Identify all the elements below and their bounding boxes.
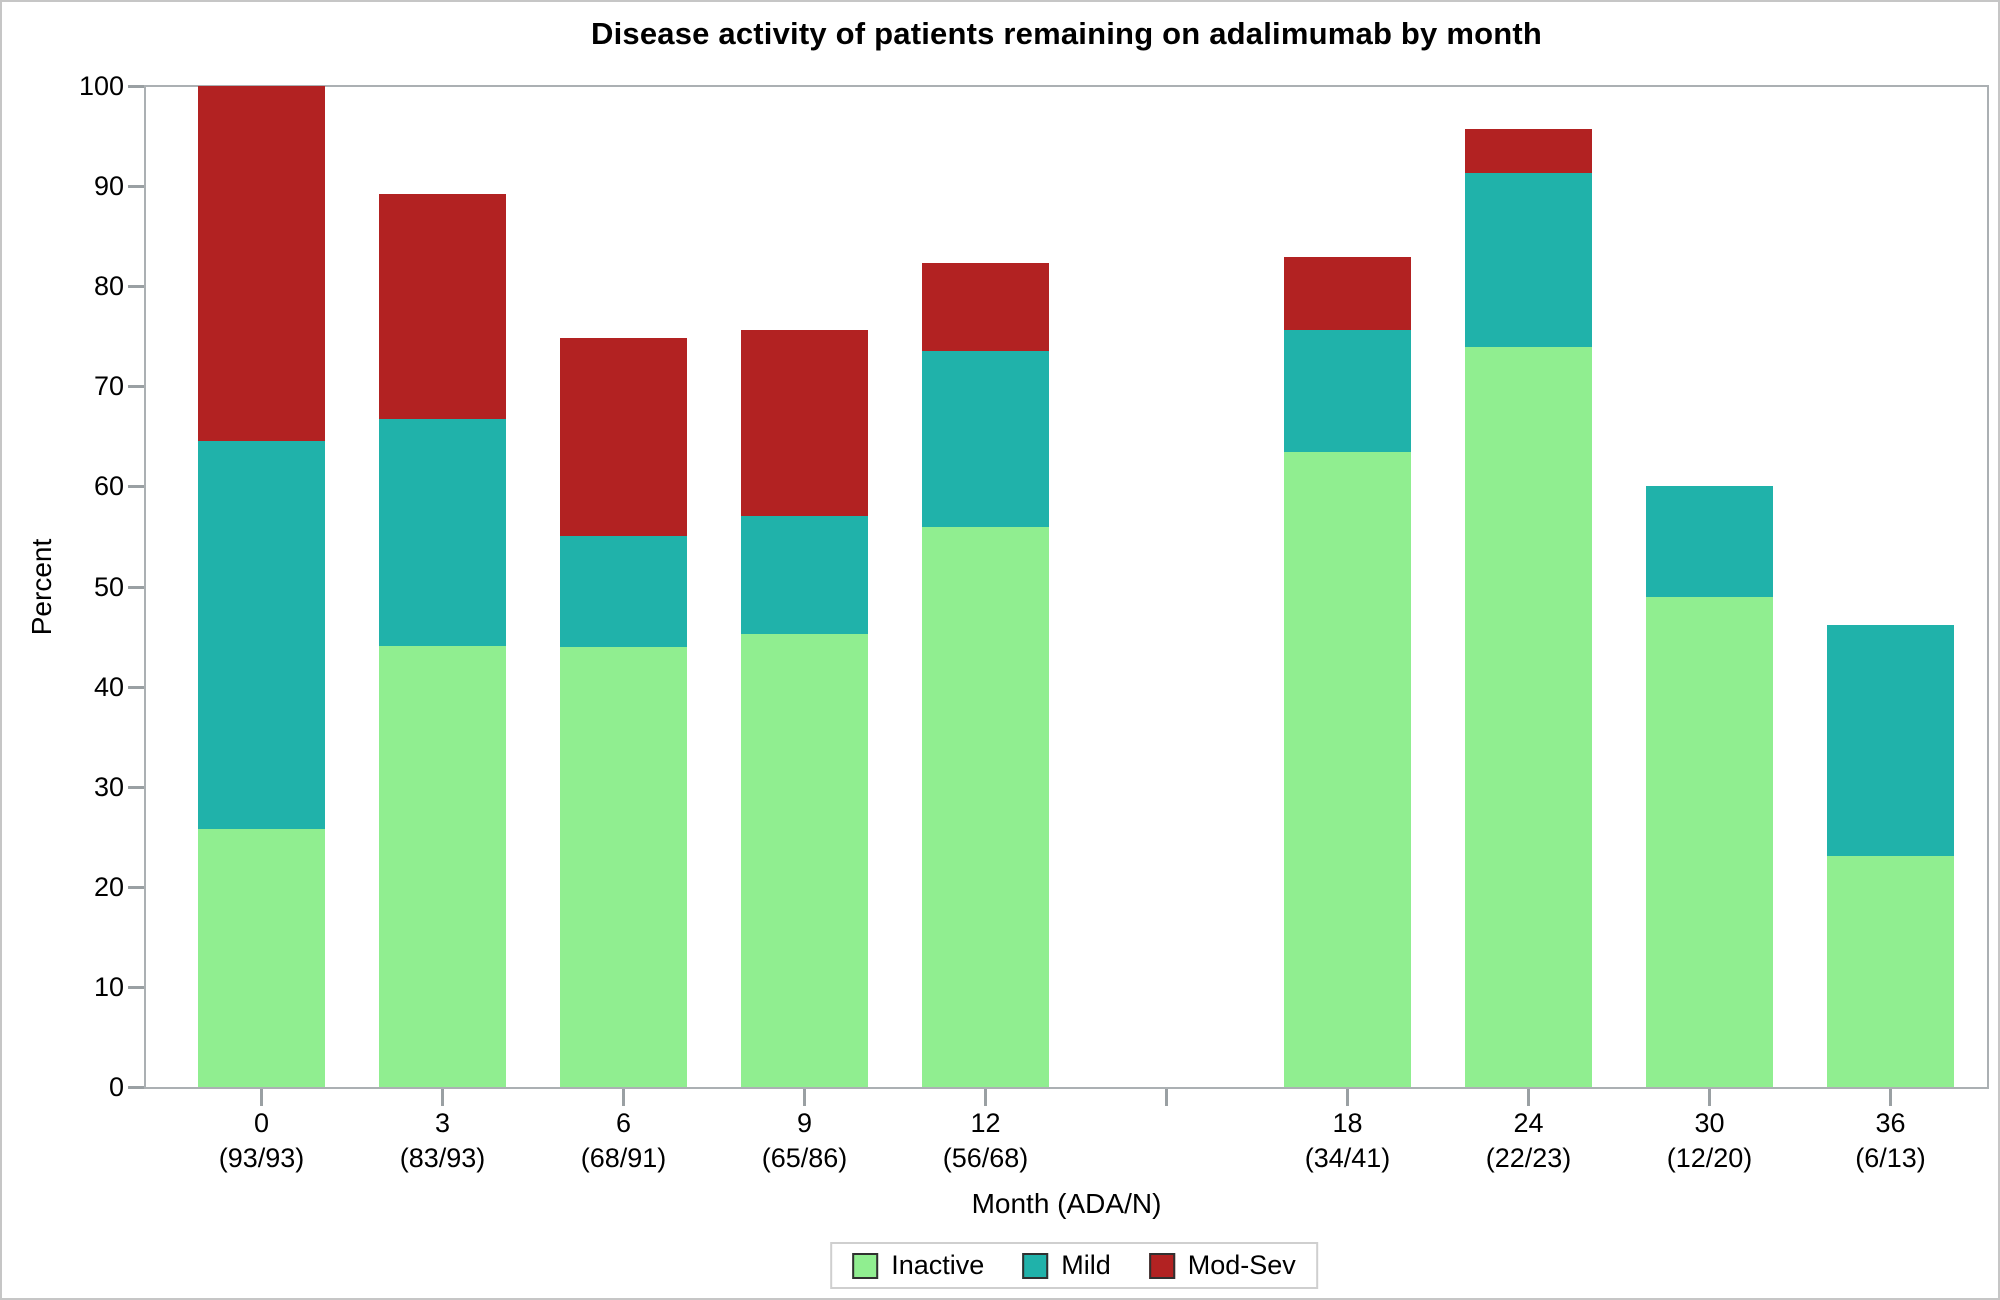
x-tick <box>803 1089 806 1106</box>
bar-segment-inactive <box>922 527 1049 1087</box>
bar-segment-mild <box>922 351 1049 528</box>
y-tick <box>128 185 144 189</box>
y-tick-label: 70 <box>93 371 124 402</box>
x-category-sublabel: (34/41) <box>1304 1143 1391 1173</box>
x-category-label: 36 <box>1875 1108 1906 1138</box>
y-tick-label: 10 <box>93 971 124 1002</box>
bar-segment-inactive <box>741 633 868 1087</box>
x-category-sublabel: (56/68) <box>942 1143 1029 1173</box>
x-category-sublabel: (93/93) <box>218 1143 305 1173</box>
bar-segment-inactive <box>379 645 506 1087</box>
x-category-label: 24 <box>1513 1108 1544 1138</box>
legend-label: Mod-Sev <box>1187 1250 1296 1280</box>
legend-item: Mild <box>1022 1250 1111 1281</box>
bar-segment-mild <box>1284 330 1411 453</box>
bar-segment-mod-sev <box>1465 129 1592 174</box>
x-tick-label: 6 (68/91) <box>534 1106 714 1176</box>
x-tick <box>441 1089 444 1106</box>
x-category-sublabel: (65/86) <box>761 1143 848 1173</box>
legend-item: Inactive <box>852 1250 984 1281</box>
bar-segment-mild <box>741 516 868 634</box>
y-tick-label: 90 <box>93 171 124 202</box>
bar-segment-mod-sev <box>560 338 687 537</box>
x-tick-label: 9 (65/86) <box>715 1106 895 1176</box>
bar-segment-mild <box>560 536 687 647</box>
x-category-label: 0 <box>253 1108 270 1138</box>
bar-segment-inactive <box>1284 452 1411 1087</box>
x-category-label: 12 <box>970 1108 1001 1138</box>
y-tick <box>128 1086 144 1089</box>
x-category-sublabel: (12/20) <box>1666 1143 1753 1173</box>
bar-segment-inactive <box>1646 596 1773 1087</box>
x-category-sublabel: (68/91) <box>580 1143 667 1173</box>
legend-swatch-inactive <box>852 1252 879 1279</box>
x-tick <box>984 1089 987 1106</box>
x-tick-label: 36 (6/13) <box>1801 1106 1981 1176</box>
x-tick <box>260 1089 263 1106</box>
y-tick-label: 40 <box>93 671 124 702</box>
y-tick <box>128 85 144 88</box>
x-tick <box>1708 1089 1711 1106</box>
bar-segment-mod-sev <box>379 194 506 420</box>
y-tick <box>128 685 144 689</box>
bar-segment-mild <box>1646 486 1773 597</box>
x-tick-label: 3 (83/93) <box>353 1106 533 1176</box>
legend-label: Mild <box>1061 1250 1111 1280</box>
x-tick-label: 18 (34/41) <box>1258 1106 1438 1176</box>
bar-segment-mild <box>379 419 506 646</box>
plot-area <box>144 85 1989 1089</box>
x-tick-label: 30 (12/20) <box>1620 1106 1800 1176</box>
y-tick-label: 30 <box>93 771 124 802</box>
x-category-label: 3 <box>434 1108 451 1138</box>
x-tick-label: 24 (22/23) <box>1439 1106 1619 1176</box>
bar-segment-inactive <box>198 828 325 1087</box>
x-category-label: 9 <box>796 1108 813 1138</box>
bar-segment-inactive <box>1465 347 1592 1087</box>
bar-segment-mod-sev <box>741 330 868 517</box>
legend: Inactive Mild Mod-Sev <box>830 1242 1318 1289</box>
x-tick-label: 12 (56/68) <box>896 1106 1076 1176</box>
y-tick-label: 0 <box>108 1072 124 1102</box>
x-axis-title: Month (ADA/N) <box>971 1188 1162 1219</box>
legend-item: Mod-Sev <box>1148 1250 1296 1281</box>
x-tick-label: 0 (93/93) <box>172 1106 352 1176</box>
y-tick-label: 20 <box>93 871 124 902</box>
chart-title: Disease activity of patients remaining o… <box>590 16 1543 51</box>
bar-segment-mild <box>198 441 325 829</box>
y-tick-label: 50 <box>93 571 124 602</box>
bar-segment-mild <box>1465 173 1592 348</box>
bar-segment-inactive <box>1827 855 1954 1087</box>
y-tick <box>128 385 144 389</box>
y-tick <box>128 885 144 889</box>
y-tick <box>128 485 144 489</box>
x-tick <box>1346 1089 1349 1106</box>
y-tick <box>128 785 144 789</box>
x-category-label: 6 <box>615 1108 632 1138</box>
x-category-label: 30 <box>1694 1108 1725 1138</box>
bar-segment-mild <box>1827 624 1954 856</box>
legend-label: Inactive <box>891 1250 985 1280</box>
x-tick <box>1165 1089 1168 1106</box>
x-tick <box>1527 1089 1530 1106</box>
y-tick <box>128 285 144 289</box>
bar-segment-mod-sev <box>1284 257 1411 331</box>
x-tick <box>622 1089 625 1106</box>
y-tick <box>128 585 144 589</box>
y-tick-label: 80 <box>93 271 124 302</box>
x-category-sublabel: (22/23) <box>1485 1143 1572 1173</box>
x-category-sublabel: (83/93) <box>399 1143 486 1173</box>
x-category-label: 18 <box>1332 1108 1363 1138</box>
legend-swatch-mod-sev <box>1148 1252 1175 1279</box>
bar-segment-mod-sev <box>922 263 1049 352</box>
bar-segment-inactive <box>560 646 687 1087</box>
legend-swatch-mild <box>1022 1252 1049 1279</box>
y-tick-label: 100 <box>78 71 124 101</box>
bar-segment-mod-sev <box>198 86 325 442</box>
y-tick <box>128 985 144 989</box>
x-category-sublabel: (6/13) <box>1855 1143 1926 1173</box>
x-tick <box>1889 1089 1892 1106</box>
y-tick-label: 60 <box>93 471 124 502</box>
